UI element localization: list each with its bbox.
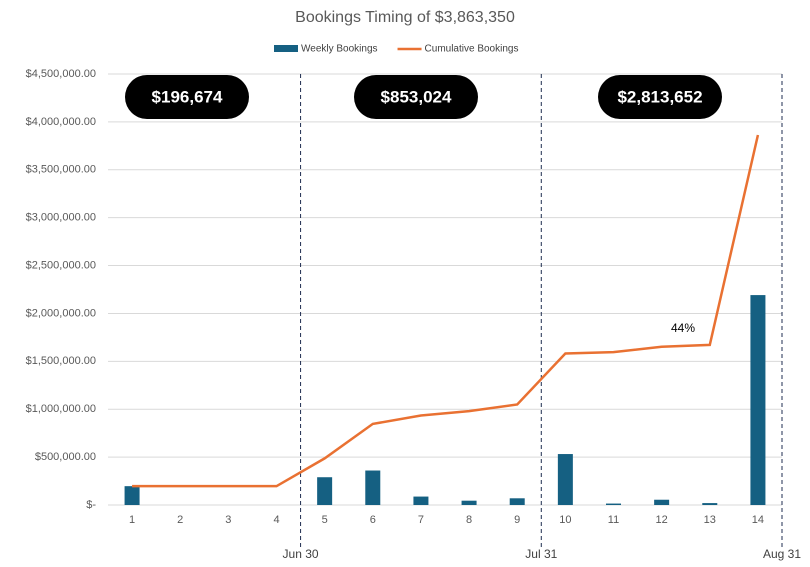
- bar: [557, 454, 573, 505]
- chart-title: Bookings Timing of $3,863,350: [295, 9, 515, 26]
- bar: [413, 496, 429, 505]
- bar: [509, 498, 525, 505]
- annotation: 44%: [671, 321, 695, 335]
- period-total-label: $853,024: [381, 87, 452, 106]
- x-tick-label: 9: [514, 514, 520, 526]
- y-tick-label: $1,500,000.00: [26, 355, 96, 367]
- bar: [124, 486, 140, 505]
- x-tick-label: 3: [225, 514, 231, 526]
- y-tick-label: $3,000,000.00: [26, 212, 96, 224]
- x-tick-label: 5: [322, 514, 328, 526]
- bar: [750, 295, 766, 505]
- x-tick-label: 8: [466, 514, 472, 526]
- bar: [654, 499, 670, 505]
- legend-swatch: [274, 45, 298, 52]
- x-tick-label: 2: [177, 514, 183, 526]
- period-total-pill: [125, 75, 249, 119]
- legend-label: Weekly Bookings: [301, 44, 378, 55]
- x-tick-label: 4: [273, 514, 279, 526]
- bar: [461, 500, 477, 505]
- x-tick-label: 6: [370, 514, 376, 526]
- x-tick-label: 11: [608, 514, 619, 526]
- y-tick-label: $4,000,000.00: [26, 116, 96, 128]
- period-total-pill: [354, 75, 478, 119]
- period-total-label: $196,674: [152, 87, 223, 106]
- period-end-label: Jun 30: [283, 547, 319, 561]
- x-tick-label: 12: [656, 514, 668, 526]
- y-tick-label: $4,500,000.00: [26, 68, 96, 80]
- bar: [606, 503, 621, 505]
- x-tick-label: 7: [418, 514, 424, 526]
- y-tick-label: $-: [86, 499, 96, 511]
- x-tick-label: 14: [752, 514, 764, 526]
- period-end-label: Aug 31: [763, 547, 801, 561]
- x-tick-label: 13: [704, 514, 716, 526]
- y-tick-label: $2,000,000.00: [26, 307, 96, 319]
- period-end-label: Jul 31: [525, 547, 557, 561]
- bar: [365, 470, 381, 505]
- x-tick-label: 10: [559, 514, 571, 526]
- y-tick-label: $1,000,000.00: [26, 403, 96, 415]
- x-tick-label: 1: [129, 514, 135, 526]
- y-tick-label: $500,000.00: [35, 451, 96, 463]
- line: [132, 134, 760, 488]
- period-total-label: $2,813,652: [617, 87, 702, 106]
- period-total-pill: [598, 75, 722, 119]
- legend-label: Cumulative Bookings: [425, 44, 519, 55]
- bar: [317, 477, 333, 505]
- y-tick-label: $3,500,000.00: [26, 164, 96, 176]
- y-tick-label: $2,500,000.00: [26, 259, 96, 271]
- bar: [702, 503, 718, 505]
